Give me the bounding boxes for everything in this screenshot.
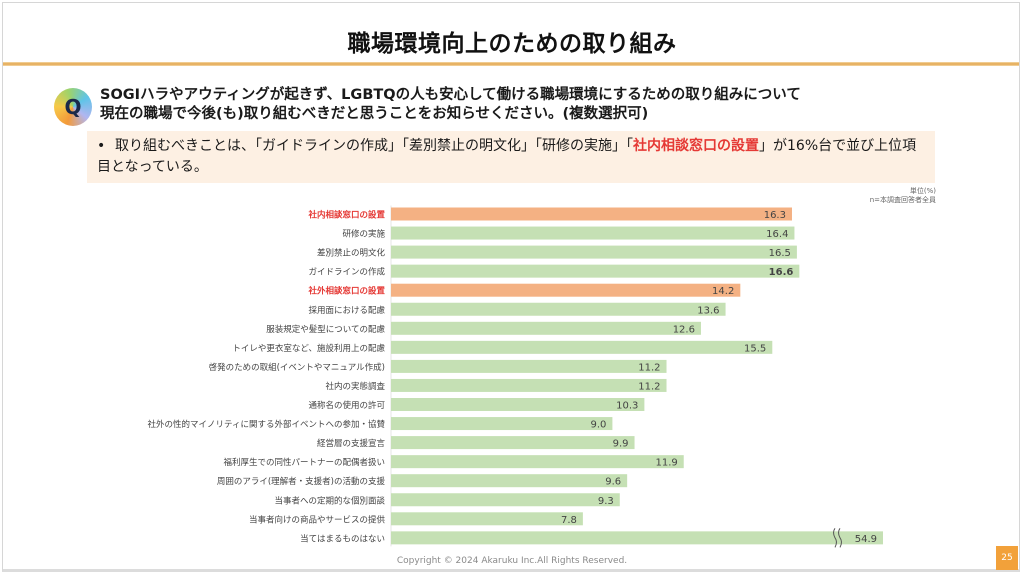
bar [391,378,667,392]
summary-highlight: 社内相談窓口の設置 [633,138,759,154]
bar [391,340,773,354]
value-label: 14.2 [712,286,734,297]
question-badge-letter: Q [64,95,82,119]
axis-break-icon [833,528,837,548]
bullet-icon: • [97,138,106,154]
value-label: 9.6 [605,477,621,488]
value-label: 7.8 [561,515,577,526]
sample-size-label: n=本調査回答者全員 [869,196,936,204]
bar [391,226,795,240]
category-label: 社外の性的マイノリティに関する外部イベントへの参加・協賛 [148,419,386,430]
value-label: 9.0 [590,420,606,431]
value-label: 16.5 [769,248,791,259]
title-divider [3,62,1019,66]
bar [391,436,635,450]
value-label: 11.9 [655,458,677,469]
value-label: 13.6 [697,305,719,316]
bar [391,531,883,545]
category-label: 当事者向けの商品やサービスの提供 [249,514,386,525]
page-title: 職場環境向上のための取り組み [347,31,677,57]
bar [391,207,792,221]
category-label: 社外相談窓口の設置 [307,286,385,297]
summary-text-before: 取り組むべきことは、「ガイドラインの作成」「差別禁止の明文化」「研修の実施」「 [115,138,633,154]
category-label: 当事者への定期的な個別面談 [274,495,385,506]
category-label: 採用面における配慮 [308,305,385,316]
question-text: SOGIハラやアウティングが起きず、LGBTQの人も安心して働ける職場環境にする… [100,86,820,124]
value-label: 10.3 [616,401,638,412]
category-label: ガイドラインの作成 [308,267,385,278]
value-label: 11.2 [638,381,660,392]
value-label: 16.3 [764,210,786,221]
category-label: 周囲のアライ(理解者・支援者)の活動の支援 [217,476,386,487]
copyright: Copyright © 2024 Akaruku Inc.All Rights … [396,556,628,566]
bar [391,398,645,411]
value-label: 9.9 [613,439,629,450]
question-line-2: 現在の職場で今後(も)取り組むべきだと思うことをお知らせください。(複数選択可) [100,106,649,122]
category-label: 啓発のための取組(イベントやマニュアル作成) [209,362,385,373]
summary-text-after: 」が16%台で並び上位項目となっている。 [97,138,917,175]
bar [391,359,667,373]
category-label: 福利厚生での同性パートナーの配偶者扱い [223,457,385,468]
bar [391,512,583,526]
value-label: 9.3 [598,496,614,507]
value-label: 15.5 [744,343,766,354]
category-label: トイレや更衣室など、施設利用上の配慮 [232,343,385,354]
value-label: 16.6 [769,267,794,278]
bar [391,455,684,469]
category-label: 服装規定や髪型についての配慮 [266,324,385,335]
bar [391,264,800,278]
unit-note: 単位(%) n=本調査回答者全員 [870,187,936,205]
value-label: 54.9 [855,534,877,545]
value-label: 12.6 [673,324,695,335]
bar [391,321,701,335]
category-label: 社内の実態調査 [325,381,385,392]
category-label: 経営層の支援宣言 [317,438,386,449]
axis-break-icon [838,528,842,548]
category-label: 社内相談窓口の設置 [307,210,385,221]
bar [391,302,726,316]
bar [391,417,613,431]
category-label: 差別禁止の明文化 [317,248,386,259]
question-badge-icon: Q [54,88,92,126]
page-number: 25 [996,546,1018,570]
value-label: 16.4 [766,229,788,240]
summary-box: • 取り組むべきことは、「ガイドラインの作成」「差別禁止の明文化」「研修の実施」「… [87,131,935,183]
bar [391,493,620,507]
bar [391,245,797,259]
category-label: 当てはまるものはない [300,533,385,544]
category-label: 研修の実施 [342,229,385,240]
unit-label: 単位(%) [909,187,936,195]
bar [391,474,628,488]
question-line-1: SOGIハラやアウティングが起きず、LGBTQの人も安心して働ける職場環境にする… [100,87,801,103]
category-label: 通称名の使用の許可 [308,400,385,411]
bar [391,283,741,297]
value-label: 11.2 [638,362,660,373]
